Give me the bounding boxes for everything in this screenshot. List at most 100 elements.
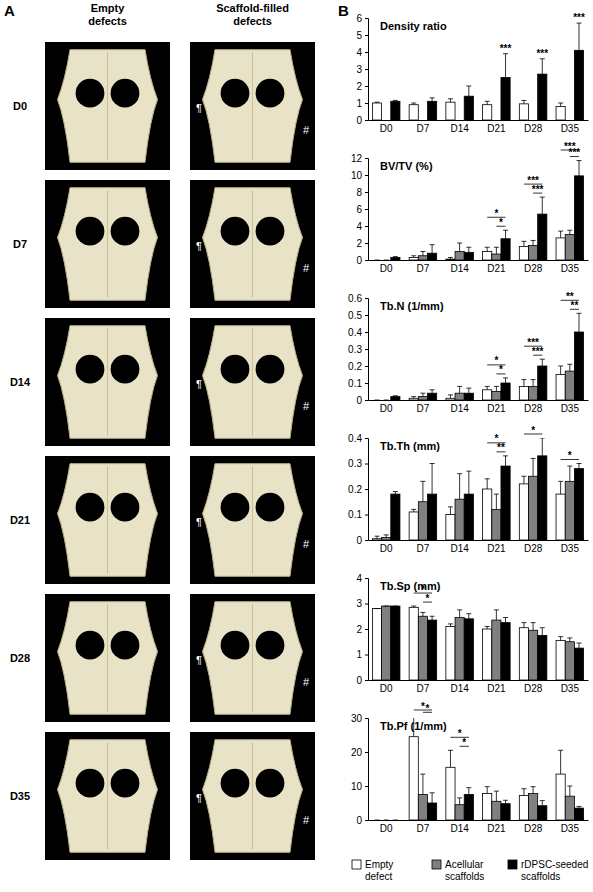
- significance: *: [524, 425, 542, 436]
- x-tick-label: D35: [561, 263, 580, 274]
- error-bar: [384, 535, 389, 538]
- significance-label: *: [494, 433, 498, 444]
- image-background: [190, 318, 315, 446]
- error-bar-stem: [569, 466, 570, 481]
- error-bar-cap: [420, 774, 425, 775]
- y-tick: 30: [351, 713, 368, 724]
- chart: 0102030D0D7D14D21D28D35Tb.Pf (1/mm): [351, 713, 589, 834]
- y-tick-label: 1: [356, 98, 362, 109]
- error-bar-stem: [487, 787, 488, 794]
- error-bar-cap: [374, 820, 379, 821]
- error-bar-stem: [459, 474, 460, 500]
- bar: [382, 820, 391, 821]
- error-bar-stem: [542, 359, 543, 366]
- row-label: D7: [13, 238, 27, 250]
- error-bar: [577, 643, 582, 648]
- y-tick-label: 2: [356, 81, 362, 92]
- error-bar: [485, 479, 490, 489]
- chart-title: BV/TV (%): [380, 160, 433, 172]
- skull: [203, 188, 303, 301]
- defect: [221, 769, 250, 798]
- y-axis-line: [365, 299, 369, 401]
- error-bar-stem: [523, 623, 524, 628]
- bar: [418, 795, 427, 821]
- error-bar: [448, 99, 453, 102]
- error-bar: [531, 380, 536, 387]
- error-bar-cap: [577, 313, 582, 314]
- error-bar-cap: [521, 622, 526, 623]
- legend-swatch: [508, 860, 517, 869]
- y-tick: 3: [356, 64, 368, 75]
- error-bar: [577, 464, 582, 469]
- error-bar: [420, 774, 425, 794]
- y-tick: 10: [351, 170, 368, 181]
- suture: [107, 328, 108, 436]
- bar: [409, 257, 418, 260]
- error-bar: [567, 230, 572, 234]
- x-tick: D0: [380, 820, 393, 834]
- x-tick-label: D0: [380, 543, 393, 554]
- error-bar-cap: [457, 609, 462, 610]
- x-tick: D14: [450, 120, 469, 134]
- significance: *: [487, 433, 505, 444]
- error-bar-cap: [374, 400, 379, 401]
- x-axis: D0D7D14D21D28D35: [369, 820, 589, 834]
- y-tick-mark: [365, 35, 368, 36]
- y-tick-label: 6: [356, 204, 362, 215]
- error-bar: [420, 252, 425, 256]
- y-tick-mark: [365, 515, 368, 516]
- error-bar: [567, 466, 572, 481]
- significance-label: *: [499, 217, 503, 228]
- error-bar-stem: [579, 464, 580, 469]
- error-bar-cap: [503, 230, 508, 231]
- error-bar: [540, 438, 545, 456]
- y-tick: 0.1: [348, 378, 368, 389]
- bar: [574, 332, 583, 400]
- error-bar-stem: [468, 247, 469, 252]
- error-bar-cap: [503, 617, 508, 618]
- x-tick-label: D7: [417, 823, 430, 834]
- error-bar: [503, 800, 508, 803]
- x-tick: D0: [380, 400, 393, 414]
- error-bar: [567, 786, 572, 796]
- bar: [556, 238, 565, 260]
- bar: [409, 607, 418, 680]
- significance-label: *: [421, 701, 425, 712]
- bar: [538, 806, 547, 820]
- defect: [256, 217, 285, 246]
- y-tick: 0.4: [348, 327, 368, 338]
- bar: [391, 494, 400, 540]
- error-bar-cap: [531, 458, 536, 459]
- error-bar-stem: [523, 241, 524, 246]
- bar: [556, 774, 565, 820]
- error-bar: [521, 623, 526, 628]
- bar: [565, 796, 574, 820]
- error-bar: [567, 364, 572, 371]
- error-bar-cap: [540, 438, 545, 439]
- legend-item: rDPSC-seededscaffolds: [508, 859, 588, 882]
- error-bar-stem: [560, 481, 561, 494]
- x-tick: D35: [561, 120, 580, 134]
- bar: [529, 630, 538, 680]
- error-bar-stem: [560, 366, 561, 375]
- error-bar: [384, 400, 389, 401]
- error-bar-cap: [393, 820, 398, 821]
- bar: [492, 254, 501, 260]
- y-tick: 1: [356, 98, 368, 109]
- image-background: [45, 732, 170, 860]
- x-tick: D28: [524, 540, 543, 554]
- ct-row: [45, 318, 315, 446]
- error-bar: [374, 608, 379, 609]
- y-tick-label: 8: [356, 187, 362, 198]
- significance-label: ***: [536, 48, 548, 59]
- y-tick: 0: [356, 675, 368, 686]
- error-bar-cap: [448, 506, 453, 507]
- y-tick-label: 30: [351, 713, 363, 724]
- y-tick-label: 20: [351, 747, 363, 758]
- significance: *: [561, 450, 579, 461]
- defect: [256, 355, 285, 384]
- error-bar: [374, 820, 379, 821]
- error-bar: [503, 618, 508, 623]
- y-tick: 2: [356, 624, 368, 635]
- bar: [464, 393, 473, 400]
